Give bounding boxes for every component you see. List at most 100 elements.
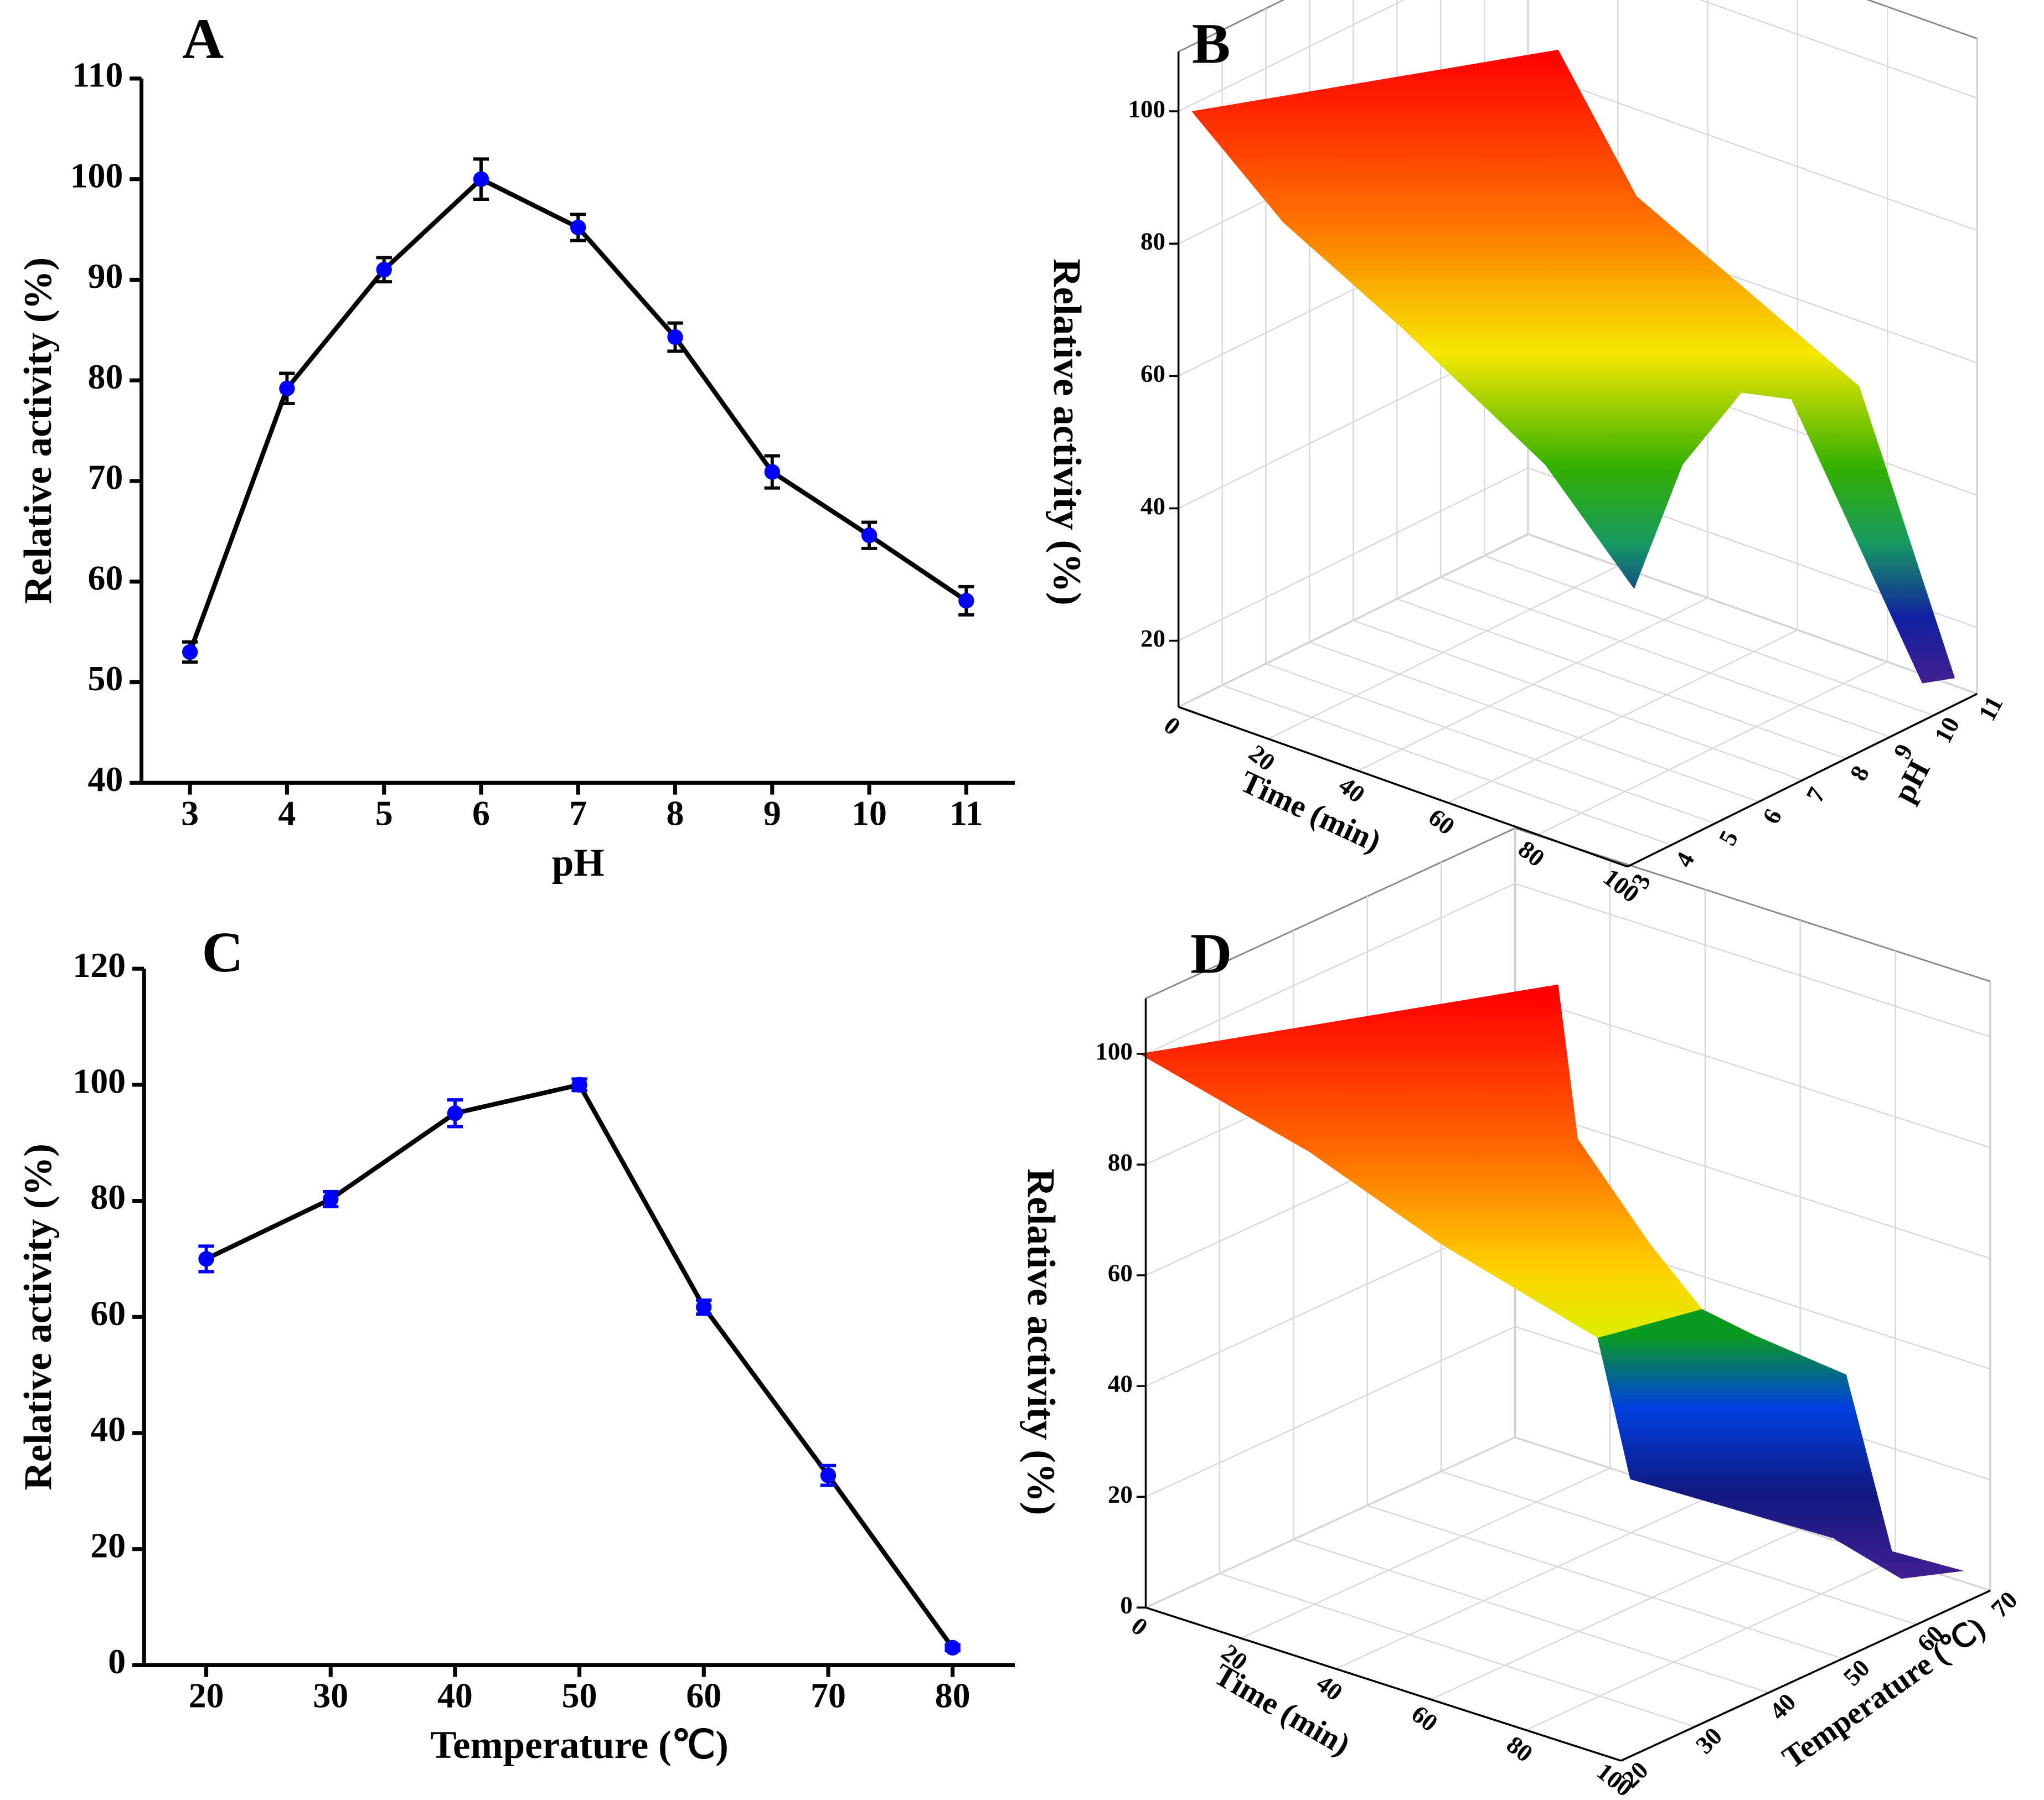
y-tick-label: 100 [73,1062,126,1101]
grid-line [1219,1573,1695,1727]
x-tick-label: 80 [935,1676,971,1715]
y-axis-label: Temperature (℃) [1776,1610,1991,1776]
data-point [958,593,974,609]
z-tick-label: 60 [1140,360,1165,387]
box-edge [1145,827,1516,1000]
panel-label: C [202,920,244,984]
x-tick-label: 60 [1406,1700,1443,1737]
x-axis [1145,1606,1622,1762]
z-tick-label: 20 [1108,1481,1133,1508]
x-tick-label: 40 [437,1676,473,1715]
y-tick-label: 11 [1973,691,2009,725]
y-tick-label: 90 [88,256,123,296]
grid-line [1335,1498,1706,1670]
box-edge [1866,0,1978,40]
x-axis-label: Time (min) [1235,764,1386,859]
x-axis-label: Temperature (℃) [430,1724,729,1767]
x-tick-label: 80 [1513,835,1550,872]
x-tick-label: 5 [375,793,393,832]
grid-line [1309,641,1759,803]
grid-line [1396,598,1846,759]
x-tick-label: 60 [1423,803,1460,840]
z-axis-label: Relative activity (%) [1019,1168,1062,1515]
y-axis [1627,692,1978,868]
data-line [188,176,968,653]
data-point [571,1077,587,1093]
grid-line [1431,1528,1801,1700]
y-tick-label: 40 [1764,1688,1801,1725]
panel-label: B [1192,12,1230,76]
z-tick-label: 100 [1128,95,1165,122]
data-point [820,1467,837,1483]
y-tick-label: 80 [90,1177,126,1217]
grid-line [1441,1471,1917,1626]
grid-line [1699,0,1978,99]
z-tick-label: 80 [1108,1148,1133,1176]
data-point [570,219,586,236]
grid-line [1525,1559,1896,1731]
y-tick-label: 70 [1985,1586,2022,1623]
y-axis [1620,1589,1991,1762]
z-tick-label: 100 [1095,1037,1132,1065]
x-tick-label: 70 [811,1676,846,1715]
x-tick-label: 80 [1501,1730,1538,1767]
x-tick-label: 0 [1159,711,1185,741]
surface [1139,984,1702,1338]
data-line [205,1082,955,1649]
x-tick-label: 7 [569,793,587,832]
surface [1597,1309,1964,1579]
data-point [447,1105,463,1121]
y-tick-label: 50 [88,659,123,698]
data-point [944,1639,961,1656]
data-point [764,464,780,480]
z-tick-label: 80 [1140,227,1165,255]
x-axis-label: Time (min) [1208,1657,1356,1762]
y-tick-label: 120 [73,945,126,985]
panel-label: D [1190,921,1232,985]
z-tick-label: 40 [1140,492,1165,520]
z-tick-label: 60 [1108,1259,1133,1286]
y-tick-label: 8 [1844,761,1875,785]
z-axis-label: Relative activity (%) [1045,258,1088,605]
grid-line [1145,1326,1515,1498]
y-tick-label: 10 [1929,712,1965,747]
grid-line [1527,70,1978,231]
box-edge [1178,0,1285,53]
y-tick-label: 7 [1800,783,1831,806]
y-tick-label: 0 [108,1642,126,1681]
data-point [667,329,683,345]
z-tick-label: 0 [1120,1591,1132,1619]
x-tick-label: 11 [949,793,983,832]
x-tick-label: 30 [313,1676,348,1715]
panel-label: A [182,6,224,70]
y-tick-label: 70 [88,458,123,497]
y-tick-label: 80 [88,357,123,396]
grid-line [1515,1104,1991,1259]
x-tick-label: 6 [472,793,490,832]
grid-line [1515,883,1991,1038]
grid-line [1145,883,1515,1054]
data-point [279,380,295,396]
x-tick-label: 60 [686,1676,721,1715]
y-tick-label: 60 [88,558,123,597]
x-tick-label: 20 [189,1676,224,1715]
y-tick-label: 4 [1670,847,1700,871]
data-point [198,1251,214,1267]
grid-line [1440,576,1890,738]
x-tick-label: 40 [1334,771,1370,808]
y-axis-label: Relative activity (%) [17,1144,60,1490]
data-point [861,527,878,544]
x-tick-label: 3 [181,793,199,832]
x-tick-label: 8 [667,793,684,832]
data-point [696,1299,712,1315]
y-tick-label: 6 [1757,804,1788,828]
y-tick-label: 110 [72,55,123,95]
grid-line [1484,555,1934,716]
grid-line [1353,619,1803,781]
data-point [376,262,392,278]
x-tick-label: 4 [278,793,296,832]
y-tick-label: 30 [1690,1722,1727,1759]
data-point [182,644,198,660]
